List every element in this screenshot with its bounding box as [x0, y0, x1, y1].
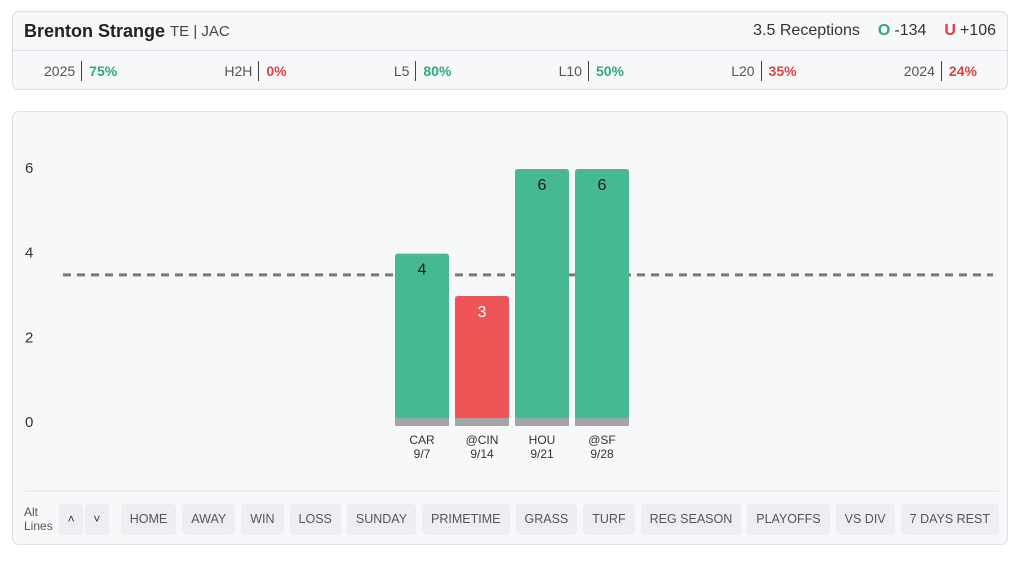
over-icon: O [877, 22, 891, 39]
stat-value: 24% [948, 63, 977, 79]
filter-button[interactable]: LOSS [289, 503, 341, 535]
stat-label: L20 [731, 61, 762, 81]
prop-line: 3.5 Receptions [753, 22, 860, 39]
stat: 2024 24% [904, 61, 977, 81]
x-tick-label: @SF [588, 433, 616, 447]
alt-lines-label: Alt Lines [24, 505, 53, 533]
alt-down[interactable]: ˅ [84, 503, 109, 535]
bar [455, 296, 509, 426]
over-odds[interactable]: -134 [894, 22, 927, 39]
value-label: 6 [598, 177, 607, 194]
x-tick-date: 9/14 [470, 447, 494, 461]
filter-button[interactable]: VS DIV [835, 503, 895, 535]
stat: 2025 75% [44, 61, 117, 81]
y-tick-label: 6 [25, 160, 33, 177]
stat-value: 35% [768, 63, 797, 79]
x-tick-label: HOU [529, 433, 556, 447]
filter-button[interactable]: GRASS [515, 503, 578, 535]
header: Brenton Strange TE | JAC 3.5 Receptions … [13, 12, 1007, 51]
chart-card: 0 2 4 6 4 CAR 9/7 3 @CIN 9/14 6 HOU 9/21 6 @SF 9/28 Alt… [12, 111, 1008, 545]
player-name: Brenton Strange [24, 20, 166, 41]
filter-button[interactable]: AWAY [182, 503, 236, 535]
bar-base [515, 418, 569, 426]
bar-base [395, 418, 449, 426]
stat-value: 80% [423, 63, 452, 79]
filter-button[interactable]: SUNDAY [346, 503, 417, 535]
filter-button[interactable]: WIN [241, 503, 284, 535]
x-tick-date: 9/21 [530, 447, 554, 461]
bar [575, 169, 629, 426]
filter-button[interactable]: PLAYOFFS [747, 503, 830, 535]
prop-card: Brenton Strange TE | JAC 3.5 Receptions … [12, 11, 1008, 90]
x-tick-date: 9/28 [590, 447, 614, 461]
value-label: 3 [478, 304, 487, 321]
x-tick-label: @CIN [466, 433, 499, 447]
stat: L10 50% [559, 61, 624, 81]
alt-up[interactable]: ˄ [59, 503, 83, 535]
stat-value: 0% [266, 63, 287, 79]
player-position: TE | JAC [170, 22, 230, 40]
value-label: 6 [538, 177, 547, 194]
filter-button[interactable]: REG SEASON [640, 503, 742, 535]
controls: Alt Lines ˄ ˅ HOME AWAY WIN LOSS SUNDAY PRIME… [13, 502, 999, 536]
stat-label: 2025 [44, 61, 83, 81]
filter-button[interactable]: 7 DAYS REST [900, 503, 999, 535]
x-tick-date: 9/7 [414, 447, 431, 461]
under-icon: U [944, 22, 956, 39]
stat-label: L10 [559, 61, 589, 81]
stat: L20 35% [731, 61, 797, 81]
stat-value: 75% [89, 63, 118, 79]
y-tick-label: 4 [25, 245, 33, 262]
value-label: 4 [418, 262, 427, 279]
stat: H2H 0% [224, 61, 287, 81]
bar-base [575, 418, 629, 426]
filter-button[interactable]: PRIMETIME [422, 503, 510, 535]
stat-label: L5 [394, 61, 417, 81]
filters: HOME AWAY WIN LOSS SUNDAY PRIMETIME GRASS TURF R… [120, 503, 999, 535]
bar-base [455, 418, 509, 426]
y-tick-label: 0 [25, 414, 33, 431]
under-odds[interactable]: +106 [959, 22, 996, 39]
bar [515, 169, 569, 426]
stat-label: H2H [224, 61, 260, 81]
filter-button[interactable]: HOME [120, 503, 177, 535]
bar [395, 253, 449, 426]
stats-row: 2025 75% H2H 0% L5 80% L10 50% L20 35% 2024 24% [13, 51, 1007, 91]
stat-value: 50% [595, 63, 624, 79]
x-tick-label: CAR [409, 433, 435, 447]
stat-label: 2024 [904, 61, 942, 81]
stat: L5 80% [394, 61, 452, 81]
filter-button[interactable]: TURF [583, 503, 635, 535]
line-info: 3.5 Receptions O -134 U +106 [753, 22, 996, 40]
y-tick-label: 2 [25, 329, 33, 346]
